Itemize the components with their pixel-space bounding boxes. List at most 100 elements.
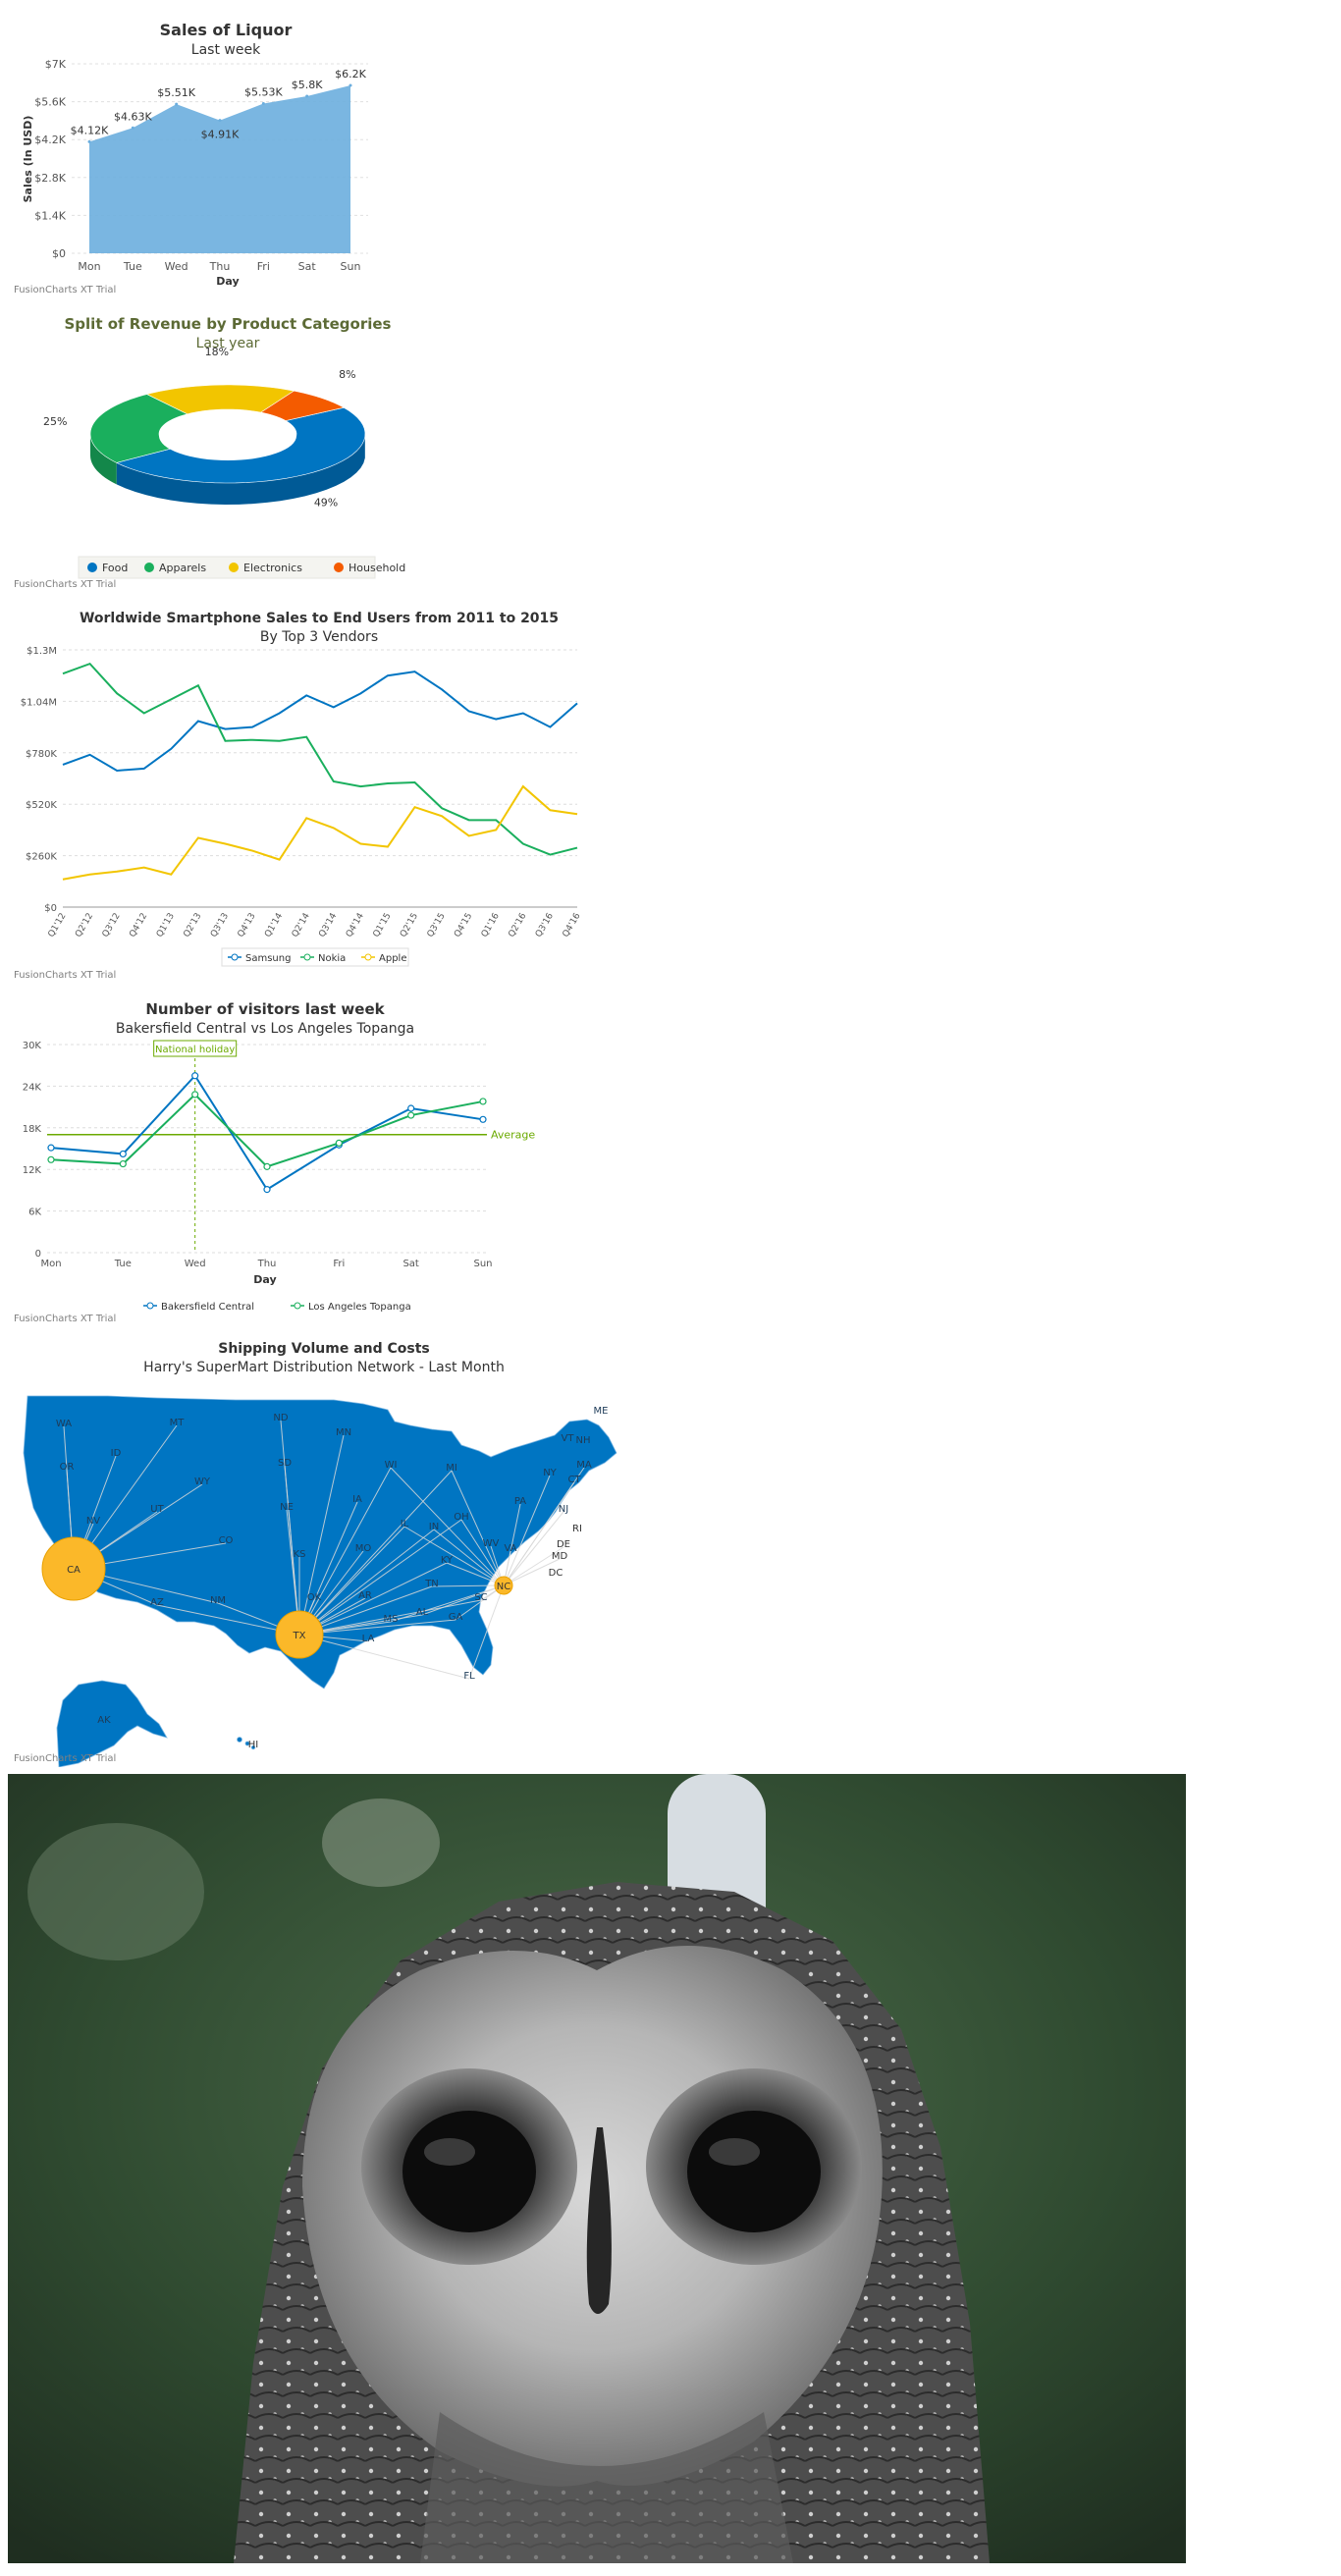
- route-line: [298, 1634, 470, 1680]
- x-tick-label: Q4'13: [237, 912, 258, 939]
- state-label: MT: [170, 1418, 186, 1428]
- legend-item: Bakersfield Central: [161, 1302, 254, 1313]
- state-label: AK: [97, 1715, 111, 1726]
- state-label: NE: [280, 1502, 294, 1513]
- y-tick-label: $5.6K: [34, 96, 66, 109]
- state-label: KY: [441, 1555, 454, 1566]
- state-label: AR: [358, 1590, 372, 1601]
- state-label: UT: [150, 1504, 164, 1515]
- state-label: NH: [576, 1435, 591, 1446]
- legend-icon: [229, 563, 239, 572]
- x-tick-label: Q1'14: [263, 911, 285, 939]
- route-line: [421, 1584, 505, 1616]
- x-tick-label: Tue: [123, 260, 142, 273]
- hub-bubble: [41, 1536, 106, 1601]
- state-label: DC: [549, 1568, 563, 1579]
- state-labels: WA OR ID MT WY NV UT CO AZ NM ND SD NE KS OK MN IA MO AR LA…: [56, 1406, 609, 1750]
- state-label: DE: [557, 1539, 570, 1550]
- y-tick-label: 18K: [23, 1124, 42, 1135]
- data-point: [407, 1111, 415, 1119]
- state-label: SD: [278, 1458, 292, 1469]
- state-label: MI: [446, 1463, 457, 1474]
- state-label: FL: [463, 1671, 475, 1682]
- x-tick-label: Q2'16: [507, 911, 528, 939]
- route-line: [298, 1434, 345, 1636]
- legend: Samsung Nokia Apple: [221, 947, 409, 967]
- state-label: SC: [474, 1592, 487, 1603]
- route-line: [446, 1562, 505, 1586]
- legend-marker: [294, 1302, 301, 1310]
- state-label: VT: [562, 1433, 575, 1444]
- chart-subtitle: By Top 3 Vendors: [260, 629, 378, 645]
- data-point: [47, 1144, 55, 1152]
- legend-icon: [144, 563, 154, 572]
- chart-subtitle: Harry's SuperMart Distribution Network -…: [143, 1360, 505, 1375]
- x-tick-label: Fri: [333, 1259, 345, 1269]
- x-tick-label: Q1'16: [480, 911, 502, 939]
- series-line: [50, 1074, 484, 1191]
- data-point: [349, 83, 352, 87]
- x-tick-label: Q2'12: [74, 912, 95, 939]
- y-tick-label: $520K: [26, 800, 57, 811]
- x-tick-label: Q1'15: [372, 912, 394, 939]
- revenue-split-svg: Split of Revenue by Product Categories L…: [43, 315, 405, 579]
- state-label: CO: [219, 1535, 234, 1546]
- state-label: NY: [543, 1468, 557, 1478]
- route-line: [503, 1558, 561, 1586]
- chart-subtitle: Last year: [196, 336, 260, 351]
- route-line: [460, 1519, 505, 1586]
- x-tick-label: Q3'13: [209, 912, 231, 939]
- state-label: MD: [552, 1551, 568, 1562]
- legend-marker: [303, 953, 311, 961]
- state-label: OK: [307, 1592, 322, 1603]
- legend-icon: [87, 563, 97, 572]
- state-label: AZ: [150, 1597, 164, 1608]
- legend-item: Los Angeles Topanga: [308, 1302, 411, 1313]
- hub-label: CA: [67, 1565, 80, 1576]
- state-label: AL: [416, 1607, 429, 1618]
- route-line: [433, 1529, 505, 1586]
- state-label: MO: [355, 1543, 372, 1554]
- state-label: ID: [111, 1448, 122, 1459]
- trial-watermark: FusionCharts XT Trial: [14, 970, 117, 981]
- chart-title: Sales of Liquor: [160, 21, 293, 39]
- y-tick-label: $2.8K: [34, 172, 66, 185]
- data-label: $5.51K: [157, 86, 195, 99]
- y-tick-label: 30K: [23, 1041, 42, 1051]
- route-line: [298, 1501, 358, 1636]
- route-line: [503, 1475, 551, 1586]
- data-point: [335, 1139, 343, 1147]
- legend-box: [221, 947, 409, 967]
- data-label: $4.91K: [201, 129, 240, 141]
- x-tick-label: Q2'13: [182, 912, 203, 939]
- legend-box: [78, 556, 376, 579]
- x-tick-label: Q3'14: [317, 911, 339, 939]
- doughnut-hole: [159, 411, 296, 460]
- route-line: [298, 1599, 482, 1636]
- route-line: [451, 1470, 505, 1586]
- data-point: [479, 1115, 487, 1123]
- trendline-label: Average: [491, 1129, 535, 1142]
- legend-item: Nokia: [318, 953, 346, 964]
- y-tick-label: 24K: [23, 1082, 42, 1093]
- x-tick-label: Q2'14: [291, 911, 312, 939]
- state-label: KS: [294, 1549, 306, 1560]
- route-line: [298, 1519, 462, 1636]
- y-tick-label: $1.4K: [34, 209, 66, 222]
- legend-icon: [334, 563, 344, 572]
- series-line-samsung: [62, 671, 578, 772]
- state-label: MS: [384, 1614, 399, 1625]
- data-point: [47, 1155, 55, 1163]
- chart-subtitle: Last week: [191, 42, 261, 58]
- y-axis-label: Sales (In USD): [22, 116, 34, 203]
- route-line: [503, 1546, 564, 1586]
- legend-marker: [364, 953, 372, 961]
- route-line: [298, 1467, 392, 1636]
- legend-marker: [146, 1302, 154, 1310]
- y-tick-label: 6K: [28, 1208, 41, 1218]
- x-tick-label: Q4'15: [453, 912, 474, 939]
- state-label: IN: [429, 1522, 439, 1532]
- y-tick-label: 0: [35, 1249, 41, 1260]
- chart-title: Shipping Volume and Costs: [218, 1341, 430, 1357]
- legend-item: Apple: [379, 953, 406, 964]
